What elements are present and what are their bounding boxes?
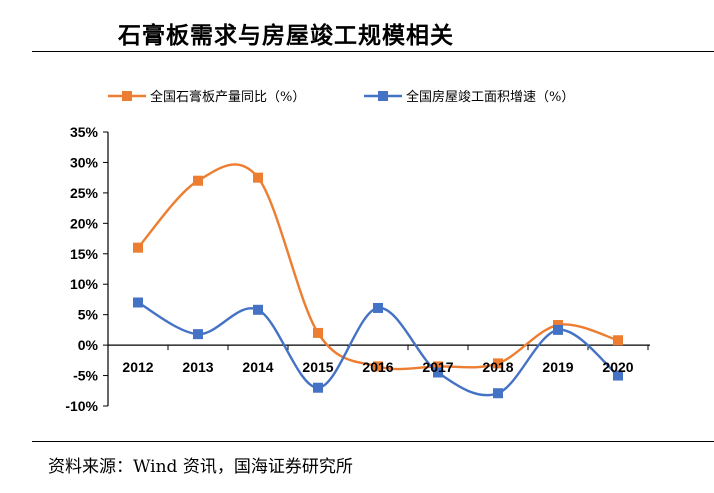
y-tick-label: 30%: [70, 154, 99, 170]
x-tick-label: 2018: [482, 359, 513, 375]
x-tick-label: 2016: [362, 359, 393, 375]
y-tick-label: 10%: [70, 276, 99, 292]
data-point-1: [133, 297, 143, 308]
data-point-1: [613, 370, 623, 381]
data-point-0: [133, 242, 143, 253]
series-group: [133, 163, 623, 399]
y-tick-label: 20%: [70, 215, 99, 231]
x-axis: [107, 344, 650, 351]
x-tick-label: 2015: [302, 359, 333, 375]
source-note: 资料来源：Wind 资讯，国海证券研究所: [48, 457, 353, 477]
data-point-1: [253, 304, 263, 315]
source-divider: [32, 441, 714, 442]
y-tick-label: 35%: [70, 124, 99, 140]
data-point-0: [253, 172, 263, 183]
data-point-0: [613, 335, 623, 346]
legend-swatch-marker: [378, 91, 388, 101]
y-axis: 35% 30% 25% 20% 15% 10% 5% 0% -5% -10%: [65, 124, 109, 414]
legend-swatch-marker: [122, 91, 132, 101]
data-point-0: [433, 361, 443, 372]
title-divider: [32, 51, 714, 52]
legend: 全国石膏板产量同比（%） 全国房屋竣工面积增速（%）: [108, 89, 574, 105]
x-tick-label: 2019: [542, 359, 573, 375]
y-tick-label: -5%: [73, 368, 98, 384]
y-tick-label: 5%: [78, 307, 99, 323]
y-tick-label: 15%: [70, 246, 99, 262]
x-tick-label: 2013: [182, 359, 213, 375]
x-tick-label: 2017: [422, 359, 453, 375]
series-line-0: [137, 163, 619, 371]
data-point-1: [373, 302, 383, 313]
x-tick-label: 2014: [242, 359, 273, 375]
data-point-0: [493, 358, 503, 369]
data-point-0: [193, 175, 203, 186]
data-point-1: [193, 329, 203, 340]
data-point-0: [313, 327, 323, 338]
x-tick-label: 2020: [602, 359, 633, 375]
data-point-0: [373, 361, 383, 372]
x-tick-label: 2012: [122, 359, 153, 375]
chart-title: 石膏板需求与房屋竣工规模相关: [118, 22, 454, 49]
data-point-1: [313, 382, 323, 393]
y-tick-label: 25%: [70, 185, 99, 201]
data-point-1: [433, 367, 443, 378]
data-point-1: [553, 324, 563, 335]
series-line-1: [137, 301, 619, 397]
legend-label: 全国房屋竣工面积增速（%）: [406, 89, 574, 105]
legend-label: 全国石膏板产量同比（%）: [150, 89, 305, 105]
data-point-1: [493, 388, 503, 399]
x-tick-labels: 2012 2013 2014 2015 2016 2017 2018 2019 2020: [122, 359, 633, 375]
y-tick-label: -10%: [65, 398, 98, 414]
y-tick-label: 0%: [78, 337, 99, 353]
